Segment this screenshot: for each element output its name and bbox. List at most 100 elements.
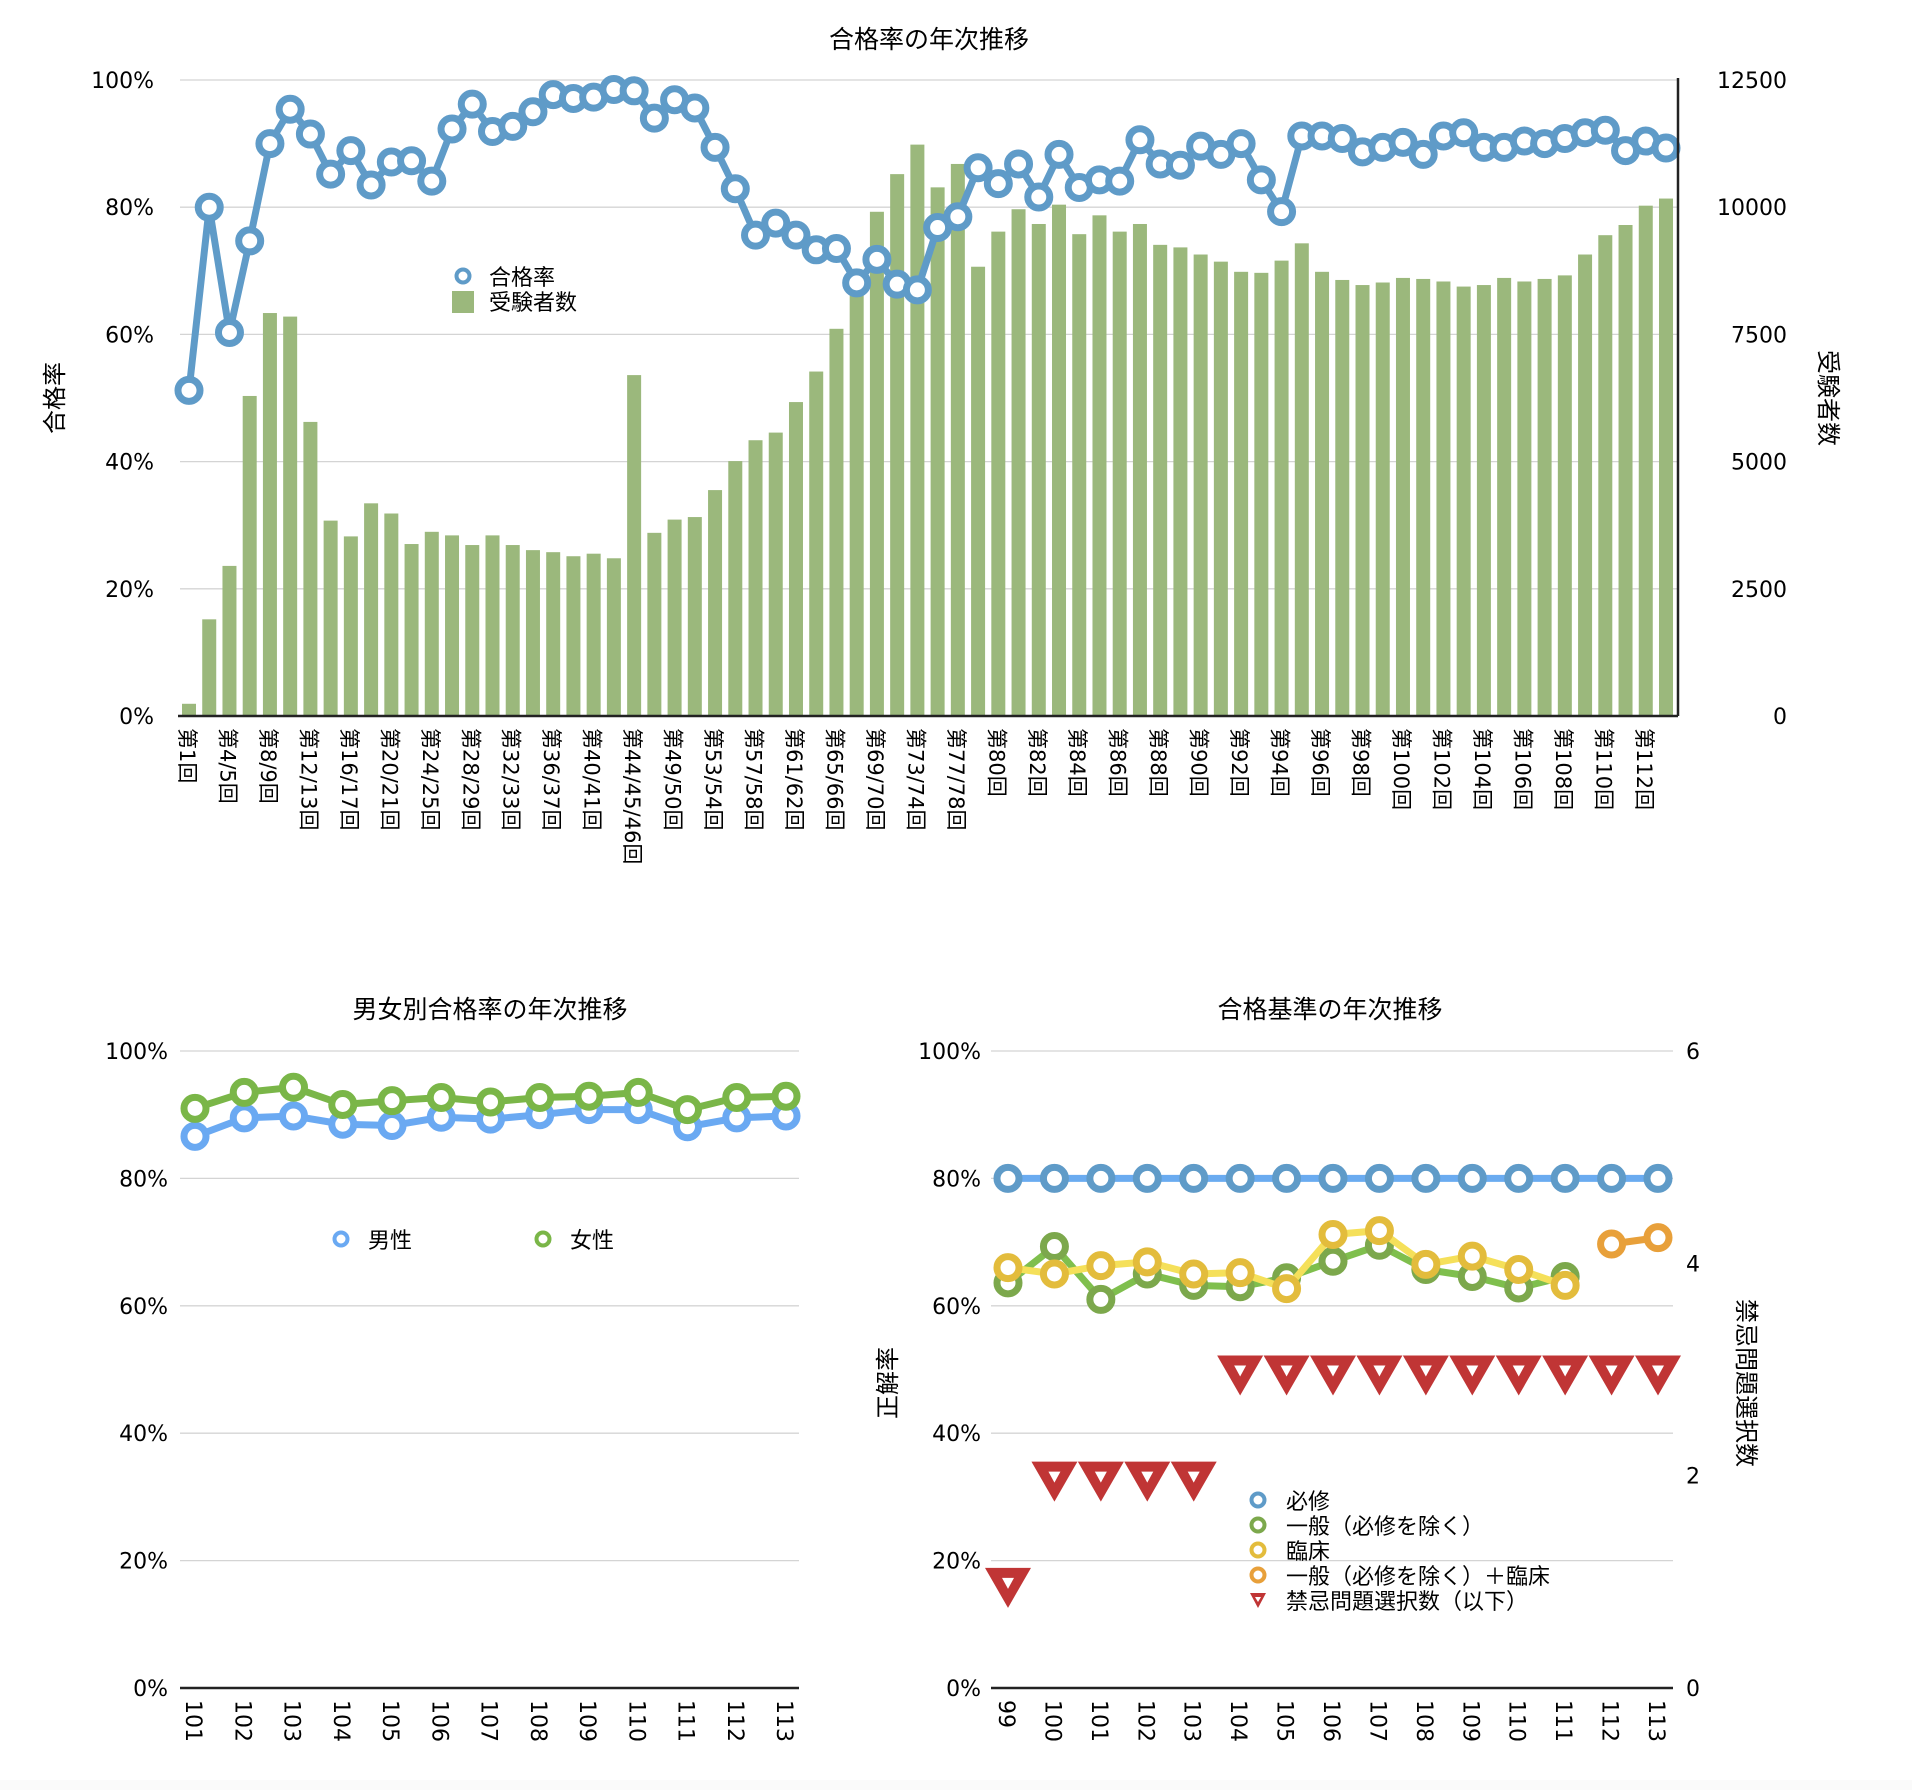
chart-title: 男女別合格率の年次推移 bbox=[352, 995, 627, 1024]
bar bbox=[890, 174, 905, 717]
bar bbox=[627, 375, 642, 716]
bar bbox=[1254, 272, 1269, 716]
legend-marker-circle-icon bbox=[1249, 1566, 1267, 1584]
legend-marker-triangle-inner bbox=[1255, 1597, 1261, 1602]
data-point bbox=[1388, 127, 1418, 157]
y-tick-label-right: 10000 bbox=[1717, 196, 1787, 221]
data-point-triangle-inner bbox=[1280, 1365, 1293, 1377]
data-point bbox=[1550, 1270, 1580, 1300]
bar bbox=[687, 517, 702, 716]
x-tick-label: 第32/33回 bbox=[499, 728, 523, 831]
x-tick-label: 第28/29回 bbox=[458, 728, 482, 831]
bar bbox=[829, 328, 844, 716]
x-tick-label: 第24/25回 bbox=[418, 728, 442, 831]
legend: 男性 女性 bbox=[332, 1229, 614, 1254]
data-point bbox=[619, 76, 649, 106]
data-point bbox=[180, 1093, 210, 1123]
x-tick-label: 第90回 bbox=[1187, 728, 1211, 797]
data-point bbox=[279, 1072, 308, 1102]
bar bbox=[667, 519, 682, 716]
x-tick-label: 104 bbox=[1225, 1700, 1250, 1742]
bar bbox=[1092, 215, 1107, 716]
bar bbox=[748, 440, 763, 716]
data-point bbox=[700, 132, 730, 162]
data-point bbox=[295, 119, 325, 149]
data-point bbox=[476, 1087, 505, 1117]
x-tick-label: 第65/66回 bbox=[822, 728, 846, 831]
data-point bbox=[1318, 1246, 1348, 1276]
legend-label: 男性 bbox=[368, 1229, 412, 1254]
x-tick-label: 第106回 bbox=[1510, 728, 1534, 810]
axes: 101 102 103 104 105 106 107 108 109 110 111 112 113 bbox=[180, 1686, 799, 1742]
legend-marker-circle-icon bbox=[454, 267, 472, 285]
data-point bbox=[639, 103, 669, 133]
data-point bbox=[1132, 1247, 1162, 1277]
page-bottom-strip bbox=[0, 1780, 1912, 1790]
data-point bbox=[180, 1121, 210, 1151]
bar bbox=[1395, 277, 1410, 716]
bar bbox=[1436, 281, 1451, 716]
data-point bbox=[902, 275, 932, 305]
data-point bbox=[194, 192, 224, 222]
legend-marker-circle-icon bbox=[332, 1230, 350, 1248]
x-tick-label: 第8/9回 bbox=[256, 728, 280, 804]
data-point bbox=[1132, 1163, 1162, 1193]
bar bbox=[1072, 234, 1087, 717]
x-tick-label: 第12/13回 bbox=[296, 728, 320, 831]
x-tick-label: 113 bbox=[1643, 1700, 1668, 1742]
bar bbox=[1578, 254, 1593, 716]
data-point bbox=[574, 1081, 604, 1111]
data-point bbox=[1457, 1163, 1487, 1193]
legend-item: 臨床 bbox=[1249, 1540, 1330, 1565]
bar bbox=[404, 544, 419, 716]
data-point-triangle-inner bbox=[1559, 1365, 1572, 1377]
data-point-triangle-inner bbox=[1234, 1365, 1247, 1377]
pass-rate-chart: 合格率の年次推移 0% 20% 40% 60% 80% 100% 0 2500 5000 7500… bbox=[41, 25, 1842, 864]
data-point bbox=[1550, 1163, 1580, 1193]
x-tick-label: 第100回 bbox=[1389, 728, 1413, 810]
bar bbox=[728, 461, 743, 716]
x-tick-label: 第84回 bbox=[1065, 728, 1089, 797]
x-tick-label: 第49/50回 bbox=[661, 728, 685, 831]
x-tick-label: 第20/21回 bbox=[377, 728, 401, 831]
bar bbox=[323, 520, 338, 716]
data-point bbox=[1272, 1274, 1302, 1304]
bar bbox=[606, 558, 621, 716]
legend-label: 一般（必修を除く） bbox=[1286, 1515, 1484, 1540]
data-point bbox=[862, 244, 892, 274]
x-tick-label: 第110回 bbox=[1591, 728, 1615, 810]
data-point bbox=[1039, 1259, 1069, 1289]
x-tick-label: 第80回 bbox=[984, 728, 1008, 797]
x-tick-label: 第77/78回 bbox=[944, 728, 968, 831]
data-point bbox=[842, 268, 872, 298]
x-tick-label: 109 bbox=[1457, 1700, 1482, 1742]
data-point bbox=[1408, 139, 1438, 169]
bar bbox=[222, 565, 237, 716]
data-point bbox=[943, 202, 973, 232]
data-point bbox=[1246, 165, 1276, 195]
x-tick-label: 107 bbox=[1364, 1700, 1389, 1742]
bar bbox=[1557, 275, 1572, 716]
y-tick-label-right: 5000 bbox=[1731, 451, 1787, 476]
legend: 合格率 受験者数 bbox=[452, 266, 577, 316]
data-point bbox=[1504, 1254, 1534, 1284]
data-point bbox=[1643, 1223, 1673, 1253]
data-point bbox=[1272, 1163, 1302, 1193]
bar bbox=[1537, 278, 1552, 716]
legend-label: 受験者数 bbox=[489, 291, 577, 316]
x-tick-label: 112 bbox=[1597, 1700, 1622, 1742]
data-point-triangle-inner bbox=[1605, 1365, 1618, 1377]
data-point bbox=[1105, 166, 1135, 196]
data-point bbox=[1597, 1229, 1627, 1259]
bar bbox=[384, 513, 399, 716]
x-tick-label: 109 bbox=[574, 1700, 599, 1742]
data-point bbox=[720, 174, 750, 204]
bar bbox=[1416, 278, 1431, 716]
data-point bbox=[781, 220, 811, 250]
x-tick-label: 101 bbox=[1086, 1700, 1111, 1742]
x-tick-label: 第104回 bbox=[1470, 728, 1494, 810]
x-tick-label: 第36/37回 bbox=[539, 728, 563, 831]
legend-label: 合格率 bbox=[489, 266, 555, 291]
data-point bbox=[993, 1163, 1023, 1193]
bar bbox=[1294, 243, 1309, 716]
